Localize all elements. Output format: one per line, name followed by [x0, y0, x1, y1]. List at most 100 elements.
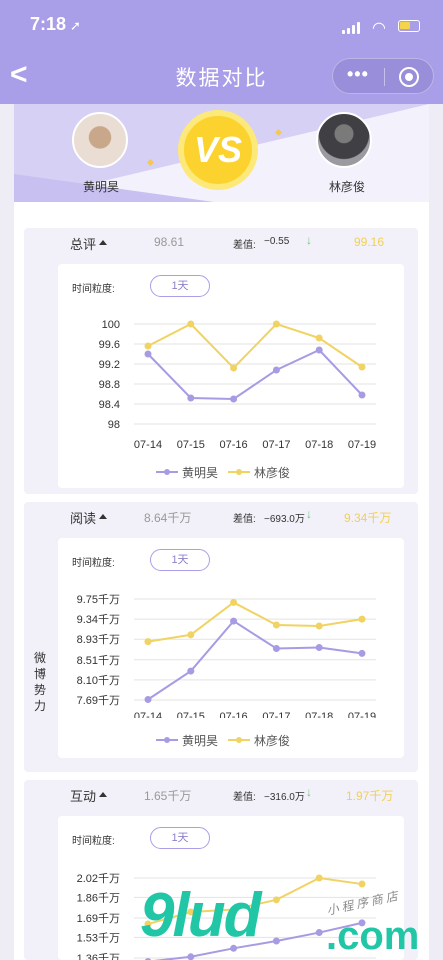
comparison-panel: 总评 98.61 差值: −0.55 ↓ 99.16 时间粒度: 1天 100 9… — [14, 202, 429, 960]
data-point — [144, 696, 152, 704]
location-arrow-icon: ➚ — [70, 18, 81, 33]
section-reading: 阅读 8.64千万 差值: −693.0万 ↓ 9.34千万 时间粒度: 1天 … — [24, 502, 418, 772]
data-point — [144, 920, 152, 928]
capsule-divider — [384, 68, 385, 86]
data-point — [272, 320, 280, 328]
x-tick-label: 07-15 — [177, 439, 205, 451]
y-tick-label: 99.6 — [99, 339, 120, 351]
section-title: 互动 — [70, 789, 97, 804]
diff-value: −0.55 — [264, 236, 290, 247]
granularity-button[interactable]: 1天 — [150, 549, 210, 571]
series-line — [147, 876, 363, 926]
back-arrow-icon[interactable]: < — [10, 58, 28, 91]
y-tick-label: 8.51千万 — [77, 654, 120, 667]
menu-capsule[interactable]: ••• — [332, 58, 434, 94]
y-tick-label: 1.53千万 — [77, 931, 120, 944]
more-dots-icon[interactable]: ••• — [347, 64, 369, 84]
value-b: 9.34千万 — [344, 511, 392, 525]
chart-card: 时间粒度: 1天 100 99.6 99.2 98.8 98.4 98 07-14 07-15… — [58, 264, 404, 488]
granularity-label: 时间粒度: — [72, 284, 115, 295]
data-point — [187, 631, 195, 639]
value-b: 1.97千万 — [346, 789, 394, 803]
nav-bar: < 数据对比 ••• — [0, 52, 443, 102]
diff-label: 差值: — [233, 514, 256, 525]
vs-banner: 黄明昊 VS 林彦俊 — [14, 104, 429, 202]
data-point — [315, 346, 323, 354]
granularity-label: 时间粒度: — [72, 558, 115, 569]
data-point — [358, 391, 366, 399]
data-point — [187, 394, 195, 402]
caret-up-icon[interactable] — [99, 792, 107, 797]
y-tick-label: 1.86千万 — [77, 891, 120, 904]
data-point — [144, 350, 152, 358]
x-tick-label: 07-17 — [262, 439, 290, 451]
data-point — [187, 953, 195, 960]
y-tick-label: 8.10千万 — [77, 674, 120, 687]
overall-line-chart: 100 99.6 99.2 98.8 98.4 98 07-14 07-15 07-16 07-1… — [99, 319, 376, 451]
target-icon[interactable] — [399, 67, 419, 87]
data-point — [230, 598, 238, 606]
series-line — [147, 601, 363, 643]
data-point — [315, 644, 323, 652]
section-title: 总评 — [70, 237, 97, 252]
status-bar: 7:18 ➚ ◠ — [0, 0, 443, 50]
y-tick-label: 9.34千万 — [77, 613, 120, 626]
granularity-button[interactable]: 1天 — [150, 827, 210, 849]
value-a: 1.65千万 — [144, 789, 192, 803]
legend-label-b: 林彦俊 — [254, 466, 291, 480]
data-point — [315, 929, 323, 937]
value-a: 98.61 — [154, 235, 185, 249]
down-arrow-icon: ↓ — [306, 507, 312, 521]
legend-swatch-b — [228, 469, 250, 475]
wifi-icon: ◠ — [372, 20, 386, 37]
x-tick-label: 07-19 — [348, 439, 376, 451]
diff-label: 差值: — [233, 240, 256, 251]
legend-swatch-a — [156, 469, 178, 475]
x-tick-label: 07-16 — [220, 711, 248, 718]
avatar-right[interactable] — [316, 112, 372, 168]
granularity-button[interactable]: 1天 — [150, 275, 210, 297]
x-tick-label: 07-14 — [134, 439, 162, 451]
section-header[interactable]: 总评 98.61 差值: −0.55 ↓ 99.16 — [24, 228, 418, 256]
down-arrow-icon: ↓ — [306, 233, 312, 247]
data-point — [358, 649, 366, 657]
granularity-label: 时间粒度: — [72, 836, 115, 847]
data-point — [230, 395, 238, 403]
y-tick-label: 100 — [102, 319, 120, 331]
caret-up-icon[interactable] — [99, 514, 107, 519]
data-point — [272, 937, 280, 945]
avatar-left[interactable] — [72, 112, 128, 168]
data-point — [144, 342, 152, 350]
legend-label-b: 林彦俊 — [254, 734, 291, 748]
y-tick-label: 9.75千万 — [77, 593, 120, 606]
data-point — [230, 944, 238, 952]
section-header[interactable]: 阅读 8.64千万 差值: −693.0万 ↓ 9.34千万 — [24, 502, 418, 530]
legend-swatch-a — [156, 737, 178, 743]
value-a: 8.64千万 — [144, 511, 192, 525]
data-point — [315, 874, 323, 882]
section-header[interactable]: 互动 1.65千万 差值: −316.0万 ↓ 1.97千万 — [24, 780, 418, 808]
data-point — [272, 896, 280, 904]
x-tick-label: 07-19 — [348, 711, 376, 718]
top-bar: 7:18 ➚ ◠ < 数据对比 ••• — [0, 0, 443, 104]
data-point — [358, 363, 366, 371]
data-point — [358, 880, 366, 888]
status-time-text: 7:18 — [30, 14, 67, 34]
legend-label-a: 黄明昊 — [182, 734, 219, 748]
x-tick-label: 07-18 — [305, 711, 333, 718]
series-line — [147, 348, 363, 401]
diff-value: −693.0万 — [264, 514, 305, 525]
side-label: 微博势力 — [34, 651, 47, 713]
y-tick-label: 2.02千万 — [77, 872, 120, 885]
series-line — [147, 322, 363, 370]
data-point — [272, 621, 280, 629]
vs-badge-text: VS — [193, 129, 243, 170]
x-tick-label: 07-16 — [220, 439, 248, 451]
legend-swatch-b — [228, 737, 250, 743]
data-point — [230, 906, 238, 914]
chart-card: 时间粒度: 1天 2.02千万 1.86千万 1.69千万 1.53千万 1.36千万 — [58, 816, 404, 960]
caret-up-icon[interactable] — [99, 240, 107, 245]
x-tick-label: 07-17 — [262, 711, 290, 718]
x-tick-label: 07-15 — [177, 711, 205, 718]
section-overall: 总评 98.61 差值: −0.55 ↓ 99.16 时间粒度: 1天 100 9… — [24, 228, 418, 494]
